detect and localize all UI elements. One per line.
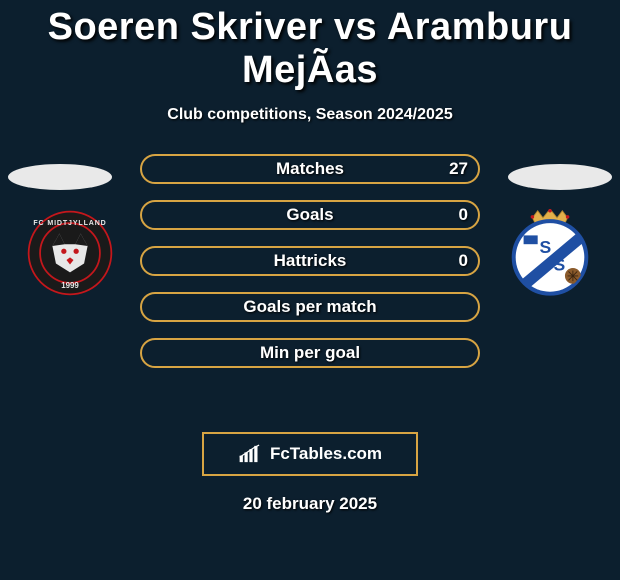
stat-label: Min per goal bbox=[142, 343, 478, 363]
stat-bars: Matches27Goals0Hattricks0Goals per match… bbox=[140, 154, 480, 384]
stat-value-right: 0 bbox=[459, 205, 468, 225]
svg-text:S: S bbox=[554, 255, 566, 275]
stat-value-right: 0 bbox=[459, 251, 468, 271]
stat-label: Goals per match bbox=[142, 297, 478, 317]
stat-bar: Goals per match bbox=[140, 292, 480, 322]
team-crest-right: S S bbox=[506, 209, 594, 297]
page-title: Soeren Skriver vs Aramburu MejÃ­as bbox=[0, 0, 620, 92]
brand-box[interactable]: FcTables.com bbox=[202, 432, 418, 476]
player-photo-left bbox=[8, 164, 112, 190]
bar-chart-icon bbox=[238, 444, 264, 464]
subtitle: Club competitions, Season 2024/2025 bbox=[0, 106, 620, 124]
stat-label: Goals bbox=[142, 205, 478, 225]
brand-label: FcTables.com bbox=[270, 444, 382, 464]
date-label: 20 february 2025 bbox=[0, 494, 620, 514]
stat-bar: Goals0 bbox=[140, 200, 480, 230]
svg-text:FC MIDTJYLLAND: FC MIDTJYLLAND bbox=[33, 220, 106, 227]
player-photo-right bbox=[508, 164, 612, 190]
stat-bar: Min per goal bbox=[140, 338, 480, 368]
crest-year: 1999 bbox=[61, 281, 79, 290]
stat-label: Hattricks bbox=[142, 251, 478, 271]
stat-bar: Matches27 bbox=[140, 154, 480, 184]
comparison-stage: FC MIDTJYLLAND 1999 S S bbox=[0, 154, 620, 414]
team-crest-left: FC MIDTJYLLAND 1999 bbox=[26, 209, 114, 297]
stat-value-right: 27 bbox=[449, 159, 468, 179]
stat-bar: Hattricks0 bbox=[140, 246, 480, 276]
svg-text:S: S bbox=[539, 237, 551, 257]
stat-label: Matches bbox=[142, 159, 478, 179]
